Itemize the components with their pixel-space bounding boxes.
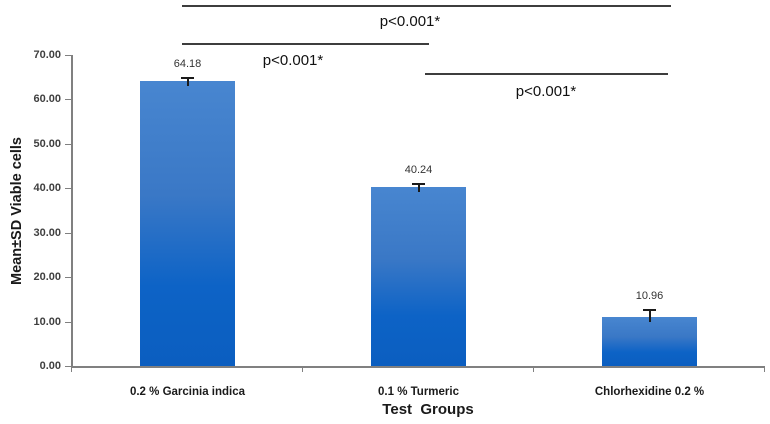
- p-value-label: p<0.001*: [379, 13, 441, 30]
- y-axis-tick: [65, 188, 71, 190]
- p-value-label: p<0.001*: [515, 83, 577, 100]
- y-axis-tick: [65, 143, 71, 145]
- y-axis-tick: [65, 321, 71, 323]
- y-axis-tick-label: 70.00: [33, 49, 61, 61]
- error-bar-stem: [417, 182, 420, 193]
- error-bar-cap: [181, 77, 194, 80]
- category-label: Chlorhexidine 0.2 %: [594, 386, 705, 398]
- y-axis-tick: [65, 55, 71, 56]
- x-axis-title: Test Groups: [382, 401, 474, 418]
- y-axis-tick-label: 20.00: [33, 271, 61, 284]
- x-axis-tick: [764, 366, 765, 372]
- x-axis-line: [71, 366, 765, 368]
- error-bar-stem: [186, 77, 189, 86]
- y-axis-tick: [65, 99, 71, 101]
- error-bar-cap: [643, 308, 656, 311]
- y-axis-tick-label: 50.00: [33, 137, 61, 150]
- bar-2: [371, 187, 466, 366]
- y-axis-tick-label: 30.00: [33, 226, 61, 239]
- bar-value-label: 10.96: [635, 289, 664, 302]
- y-axis-tick: [65, 232, 71, 234]
- y-axis-tick-label: 40.00: [33, 182, 61, 195]
- y-axis-title: Mean±SD Viable cells: [9, 137, 25, 285]
- bar-1: [140, 80, 235, 366]
- category-label: 0.2 % Garcinia indica: [129, 386, 246, 398]
- y-axis-line: [71, 55, 73, 368]
- x-axis-tick: [533, 366, 534, 372]
- significance-bracket-1: [182, 5, 671, 7]
- y-axis-tick-label: 60.00: [33, 93, 61, 106]
- y-axis-tick: [65, 277, 71, 279]
- error-bar-cap: [412, 182, 425, 185]
- y-axis-tick: [65, 366, 71, 367]
- error-bar-stem: [648, 308, 651, 323]
- significance-bracket-2: [182, 43, 429, 45]
- category-label: 0.1 % Turmeric: [378, 386, 459, 398]
- y-axis-tick-label: 0.00: [39, 360, 61, 372]
- bar-value-label: 64.18: [173, 58, 202, 71]
- significance-bracket-3: [425, 73, 668, 75]
- y-axis-tick-label: 10.00: [33, 315, 61, 328]
- x-axis-tick: [302, 366, 303, 372]
- x-axis-tick: [71, 366, 72, 372]
- p-value-label: p<0.001*: [262, 52, 324, 69]
- bar-value-label: 40.24: [404, 163, 433, 176]
- bar-3: [602, 317, 697, 366]
